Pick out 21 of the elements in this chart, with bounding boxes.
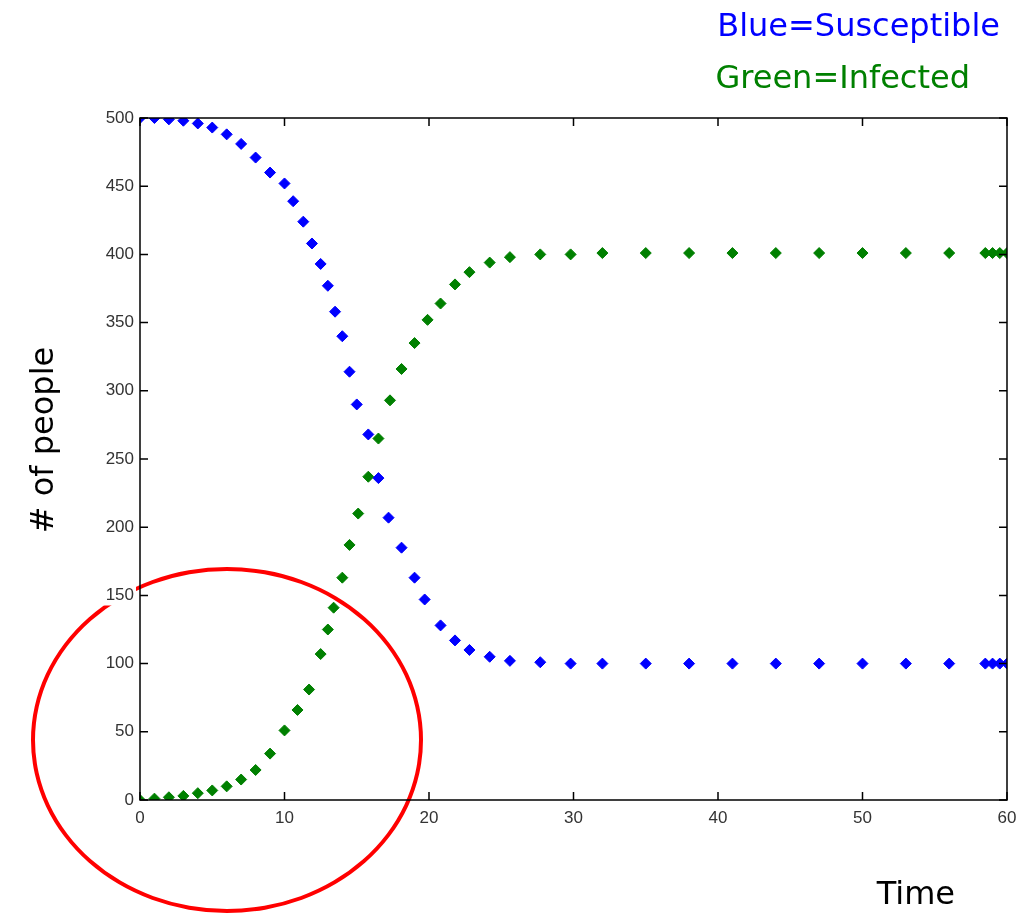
x-tick-label: 10 bbox=[275, 807, 294, 827]
y-tick-label: 150 bbox=[105, 585, 134, 605]
x-tick-label: 50 bbox=[853, 807, 872, 827]
y-tick-label: 0 bbox=[124, 789, 134, 809]
x-tick-label: 20 bbox=[419, 807, 439, 827]
y-tick-label: 500 bbox=[105, 107, 134, 127]
y-tick-label: 100 bbox=[105, 653, 134, 673]
x-axis-title: Time bbox=[876, 874, 955, 912]
y-tick-label: 300 bbox=[105, 380, 134, 400]
x-tick-label: 30 bbox=[564, 807, 583, 827]
x-tick-label: 40 bbox=[708, 807, 728, 827]
y-axis-title: # of people bbox=[23, 346, 61, 534]
y-tick-label: 50 bbox=[115, 721, 134, 741]
y-tick-label: 400 bbox=[105, 244, 134, 264]
text: Green=Infected bbox=[715, 58, 970, 96]
x-tick-label: 60 bbox=[997, 807, 1017, 827]
text: Blue=Susceptible bbox=[717, 6, 1000, 44]
y-tick-label: 200 bbox=[105, 516, 134, 536]
y-tick-label: 350 bbox=[105, 312, 134, 332]
y-tick-label: 250 bbox=[105, 448, 134, 468]
y-tick-label: 450 bbox=[105, 175, 134, 195]
